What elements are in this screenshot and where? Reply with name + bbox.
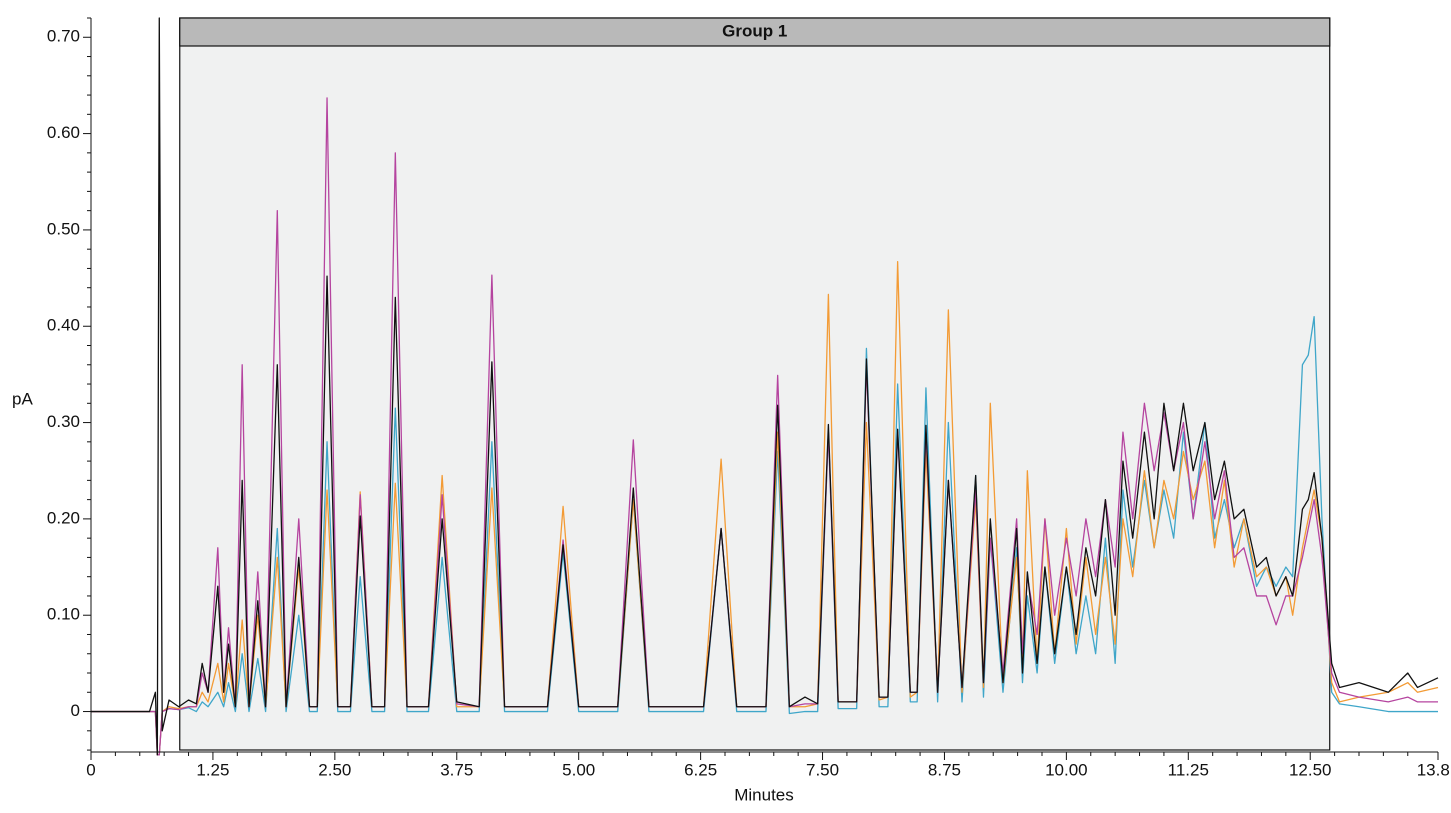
group-region xyxy=(179,17,1331,751)
group-layer: Group 1 xyxy=(179,17,1331,751)
x-tick-label: 10.00 xyxy=(1045,760,1088,779)
series-layer xyxy=(91,17,1439,756)
y-tick-label: 0.10 xyxy=(47,605,80,624)
x-tick-label: 6.25 xyxy=(684,760,717,779)
group-header xyxy=(179,17,1331,47)
y-tick-label: 0 xyxy=(71,701,80,720)
x-tick-label: 5.00 xyxy=(562,760,595,779)
group-label: Group 1 xyxy=(722,21,787,40)
x-axis-label: Minutes xyxy=(734,785,794,804)
y-axis-label: pA xyxy=(12,389,33,408)
series-line xyxy=(91,315,1438,756)
x-tick-label: 7.50 xyxy=(806,760,839,779)
y-tick-label: 0.30 xyxy=(47,412,80,431)
x-tick-label: 2.50 xyxy=(318,760,351,779)
x-tick-label: 3.75 xyxy=(440,760,473,779)
x-tick-label: 0 xyxy=(86,760,95,779)
x-tick-label: 12.50 xyxy=(1289,760,1332,779)
y-tick-label: 0.20 xyxy=(47,508,80,527)
x-tick-label: 8.75 xyxy=(928,760,961,779)
y-tick-label: 0.70 xyxy=(47,27,80,46)
x-tick-label: 13.81 xyxy=(1417,760,1451,779)
y-tick-label: 0.40 xyxy=(47,316,80,335)
x-tick-label: 11.25 xyxy=(1168,760,1209,779)
x-tick-label: 1.25 xyxy=(196,760,229,779)
series-line xyxy=(91,17,1439,756)
y-tick-label: 0.60 xyxy=(47,123,80,142)
y-tick-label: 0.50 xyxy=(47,219,80,238)
axis-layer: 0 1.25 2.50 3.75 5.00 6.25 7.50 8.75 10.00 11.25 1… xyxy=(47,17,1451,779)
